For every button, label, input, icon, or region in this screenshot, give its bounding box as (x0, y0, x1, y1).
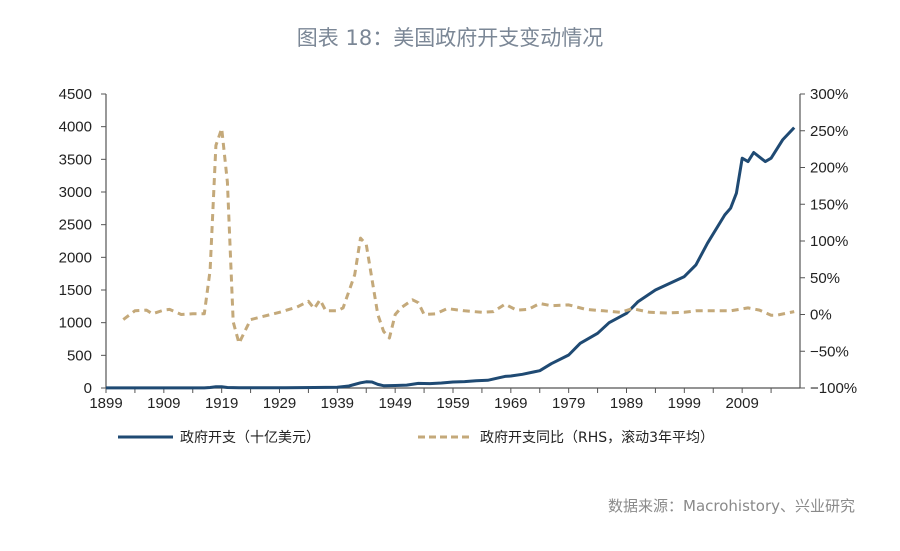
x-tick-label: 1909 (147, 395, 180, 412)
y-right-tick-label: −100% (810, 380, 857, 397)
y-left-tick-label: 1500 (59, 282, 92, 299)
y-right-tick-label: 50% (810, 270, 840, 287)
y-left-tick-label: 500 (67, 347, 92, 364)
x-tick-label: 1899 (89, 395, 122, 412)
y-right-tick-label: 300% (810, 86, 848, 103)
series-line-spending (106, 126, 796, 390)
x-tick-label: 1989 (610, 395, 643, 412)
y-left-tick-label: 3000 (59, 184, 92, 201)
y-left-tick-label: 2000 (59, 249, 92, 266)
legend-label: 政府开支（十亿美元） (180, 430, 320, 446)
y-right-tick-label: −50% (810, 343, 849, 360)
y-left-tick-label: 4000 (59, 119, 92, 136)
x-tick-label: 1919 (205, 395, 238, 412)
x-tick-label: 1929 (263, 395, 296, 412)
x-tick-label: 1999 (668, 395, 701, 412)
y-right-tick-label: 200% (810, 160, 848, 177)
y-left-tick-label: 1000 (59, 315, 92, 332)
source-note: 数据来源：Macrohistory、兴业研究 (608, 497, 855, 515)
x-tick-label: 1969 (494, 395, 527, 412)
y-right-tick-label: 100% (810, 233, 848, 250)
x-tick-label: 1949 (378, 395, 411, 412)
x-tick-label: 1959 (436, 395, 469, 412)
y-left-tick-label: 4500 (59, 86, 92, 103)
y-left-tick-label: 3500 (59, 151, 92, 168)
x-tick-label: 2009 (725, 395, 758, 412)
legend-label: 政府开支同比（RHS，滚动3年平均） (480, 429, 714, 446)
y-right-tick-label: 150% (810, 196, 848, 213)
x-tick-label: 1939 (321, 395, 354, 412)
y-left-tick-label: 2500 (59, 217, 92, 234)
y-left-tick-label: 0 (84, 380, 92, 397)
series-line-yoy (122, 127, 795, 345)
y-right-tick-label: 250% (810, 123, 848, 140)
x-tick-label: 1979 (552, 395, 585, 412)
chart-title: 图表 18：美国政府开支变动情况 (296, 26, 604, 50)
y-right-tick-label: 0% (810, 307, 832, 324)
